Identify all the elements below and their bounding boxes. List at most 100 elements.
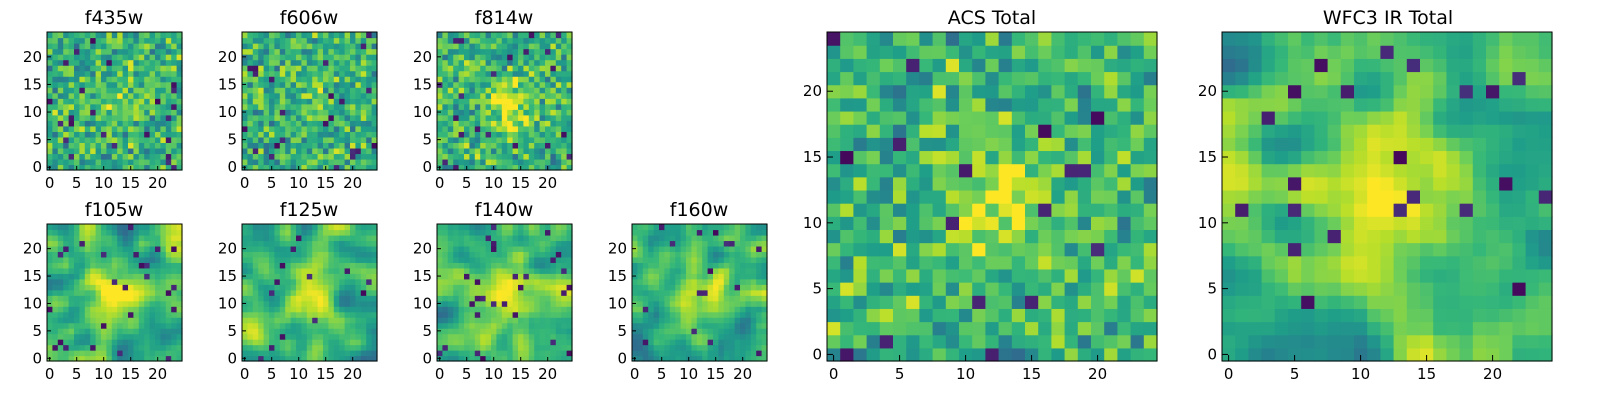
heatmap-cell	[512, 333, 519, 340]
heatmap-cell	[945, 189, 960, 204]
heatmap-cell	[52, 245, 59, 252]
heatmap-cell	[52, 65, 59, 72]
heatmap-cell	[101, 109, 107, 116]
heatmap-cell	[258, 355, 265, 362]
heatmap-cell	[165, 32, 172, 39]
heatmap-cell	[68, 142, 75, 149]
heatmap-cell	[242, 256, 248, 263]
heatmap-cell	[339, 43, 346, 50]
heatmap-cell	[317, 114, 324, 121]
heatmap-cell	[106, 333, 113, 340]
heatmap-cell	[485, 32, 492, 39]
heatmap-cell	[447, 322, 454, 329]
heatmap-cell	[518, 317, 524, 324]
heatmap-cell	[47, 256, 53, 263]
heatmap-cell	[972, 163, 986, 178]
heatmap-cell	[648, 229, 655, 236]
heatmap-cell	[84, 256, 91, 263]
heatmap-cell	[485, 284, 492, 291]
heatmap-cell	[840, 268, 854, 283]
heatmap-cell	[252, 240, 259, 247]
heatmap-cell	[290, 131, 297, 138]
heatmap-cell	[648, 344, 655, 351]
heatmap-cell	[734, 262, 741, 269]
heatmap-cell	[729, 328, 736, 335]
heatmap-cell	[296, 54, 302, 61]
x-tick-label: 10	[94, 174, 113, 192]
heatmap-cell	[133, 339, 140, 346]
heatmap-cell	[566, 295, 573, 302]
heatmap-cell	[664, 289, 671, 296]
heatmap-cell	[360, 43, 367, 50]
heatmap-cell	[1091, 255, 1105, 270]
heatmap-cell	[501, 328, 508, 335]
heatmap-cell	[853, 268, 868, 283]
heatmap-cell	[160, 240, 167, 247]
heatmap-cell	[160, 224, 167, 231]
heatmap-cell	[723, 317, 730, 324]
heatmap-cell	[945, 203, 960, 217]
heatmap-cell	[453, 251, 460, 258]
heatmap-cell	[371, 43, 378, 50]
heatmap-cell	[718, 267, 725, 274]
heatmap-cell	[79, 136, 86, 143]
heatmap-cell	[366, 158, 373, 166]
heatmap-cell	[176, 32, 183, 39]
heatmap-cell	[317, 267, 324, 274]
heatmap-cell	[138, 355, 145, 362]
heatmap-cell	[1143, 163, 1158, 178]
heatmap-cell	[523, 339, 530, 346]
heatmap-cell	[534, 65, 541, 72]
heatmap-cell	[566, 251, 573, 258]
heatmap-cell	[561, 289, 568, 296]
heatmap-cell	[122, 142, 129, 149]
heatmap-cell	[360, 311, 367, 318]
heatmap-cell	[355, 153, 362, 160]
heatmap-cell	[57, 109, 64, 116]
heatmap-cell	[355, 229, 362, 236]
heatmap-cell	[155, 333, 161, 340]
heatmap-cell	[1025, 295, 1039, 309]
heatmap-cell	[350, 59, 356, 66]
heatmap-cell	[339, 81, 346, 88]
heatmap-cell	[464, 256, 470, 263]
heatmap-cell	[539, 234, 546, 242]
heatmap-cell	[761, 278, 768, 285]
heatmap-cell	[63, 120, 70, 127]
heatmap-cell	[312, 339, 319, 346]
heatmap-cell	[919, 229, 934, 244]
heatmap-cell	[469, 120, 476, 127]
heatmap-cell	[512, 142, 519, 149]
heatmap-cell	[729, 344, 736, 351]
heatmap-cell	[474, 114, 481, 121]
heatmap-cell	[1051, 255, 1066, 270]
heatmap-cell	[106, 43, 113, 50]
heatmap-cell	[539, 224, 546, 231]
heatmap-cell	[707, 256, 714, 263]
heatmap-cell	[702, 234, 709, 242]
heatmap-cell	[171, 322, 178, 329]
heatmap-cell	[469, 322, 476, 329]
heatmap-cell	[653, 350, 660, 357]
heatmap-cell	[648, 339, 655, 346]
heatmap-cell	[155, 328, 161, 335]
heatmap-cell	[122, 300, 129, 307]
heatmap-cell	[47, 131, 53, 138]
heatmap-cell	[79, 284, 86, 291]
heatmap-cell	[972, 229, 986, 244]
heatmap-cell	[507, 120, 514, 127]
heatmap-cell	[274, 273, 281, 280]
heatmap-cell	[696, 273, 703, 280]
heatmap-cell	[84, 32, 91, 39]
heatmap-cell	[469, 103, 476, 110]
heatmap-cell	[269, 256, 275, 263]
heatmap-cell	[171, 333, 178, 340]
heatmap-cell	[555, 59, 562, 66]
heatmap-cell	[734, 350, 741, 357]
heatmap-cell	[144, 328, 151, 335]
heatmap-cell	[893, 242, 907, 257]
heatmap-cell	[561, 273, 568, 280]
heatmap-cell	[269, 37, 275, 44]
heatmap-cell	[555, 245, 562, 252]
heatmap-cell	[312, 147, 319, 155]
